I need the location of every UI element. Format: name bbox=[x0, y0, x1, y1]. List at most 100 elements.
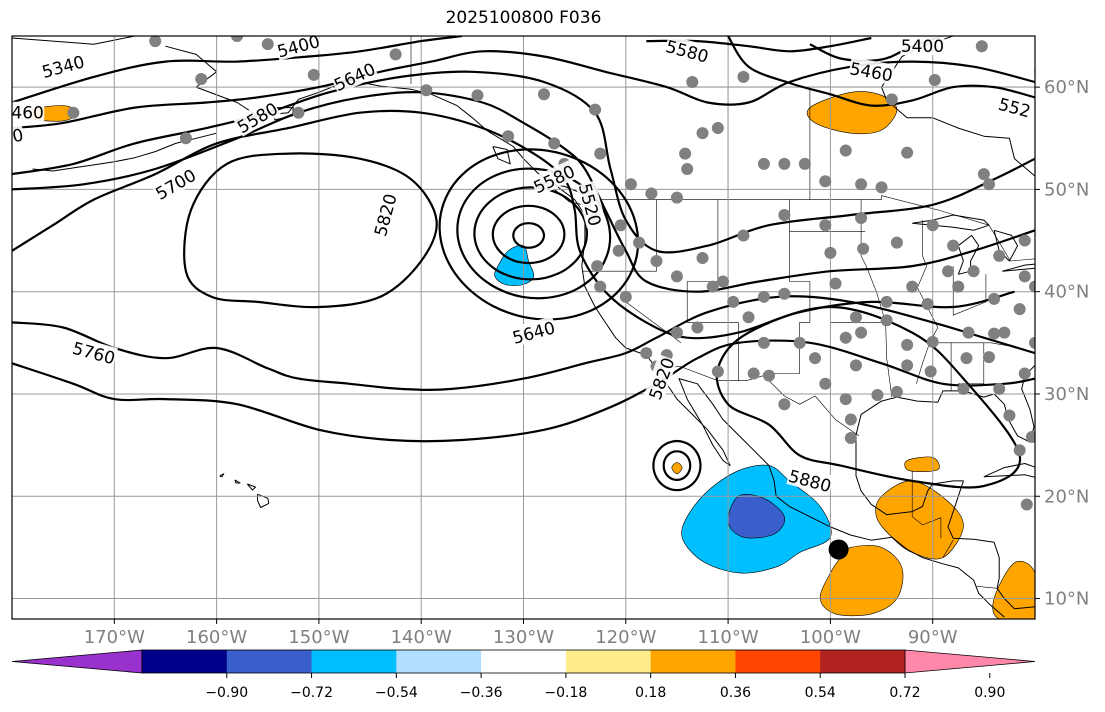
station-dot bbox=[1029, 336, 1035, 349]
coastlines bbox=[12, 36, 1035, 618]
station-dot bbox=[921, 297, 934, 310]
colorbar: −0.90 −0.72 −0.54 −0.36 −0.18 0.18 0.36 0.54 0.7… bbox=[11, 649, 1036, 701]
station-dot bbox=[924, 365, 937, 378]
border-16 bbox=[952, 266, 987, 316]
lat-label: 30°N bbox=[1044, 384, 1089, 405]
lon-label: 170°W bbox=[84, 627, 145, 648]
station-dot bbox=[819, 175, 832, 188]
station-dot bbox=[871, 389, 884, 402]
colorbar-segment bbox=[311, 650, 397, 673]
contour-label: 5400 bbox=[900, 36, 945, 57]
station-dot bbox=[670, 270, 683, 283]
station-dot bbox=[901, 338, 914, 351]
shade-caribbean-positive bbox=[992, 560, 1035, 619]
station-dot bbox=[591, 260, 604, 273]
contour-closed-8 bbox=[715, 305, 1021, 489]
station-dot bbox=[819, 377, 832, 390]
station-dot bbox=[67, 106, 80, 119]
border-0 bbox=[595, 195, 1035, 262]
border-10 bbox=[582, 199, 657, 272]
station-dot bbox=[857, 242, 870, 255]
station-dot bbox=[650, 255, 663, 268]
station-dot bbox=[849, 359, 862, 372]
contour-label-text: 5460 bbox=[1, 104, 44, 124]
station-dot bbox=[711, 122, 724, 135]
station-dot bbox=[988, 327, 1001, 340]
contour-label: 5820 bbox=[369, 190, 402, 239]
station-dot bbox=[952, 280, 965, 293]
contour-label: 5520 bbox=[12, 123, 25, 153]
contour-closed-2 bbox=[473, 186, 588, 281]
colorbar-segment bbox=[481, 650, 567, 673]
lon-label: 150°W bbox=[288, 627, 349, 648]
station-dot bbox=[589, 103, 602, 116]
station-dot bbox=[988, 292, 1001, 305]
station-dot bbox=[982, 351, 995, 364]
station-dot bbox=[594, 280, 607, 293]
station-dot bbox=[389, 48, 402, 61]
colorbar-segment bbox=[820, 650, 906, 673]
station-dot bbox=[855, 178, 868, 191]
station-dot bbox=[1013, 303, 1026, 316]
shade-baja-positive bbox=[671, 462, 683, 475]
colorbar-extend-low bbox=[11, 649, 143, 674]
station-dot bbox=[977, 168, 990, 181]
station-dot bbox=[548, 137, 561, 150]
contour-label: 5820 bbox=[643, 354, 679, 403]
station-dot bbox=[696, 127, 709, 140]
station-dot bbox=[844, 413, 857, 426]
colorbar-tick-label: −0.18 bbox=[544, 685, 587, 701]
station-dot bbox=[942, 265, 955, 278]
colorbar-segment bbox=[226, 650, 313, 673]
station-dot bbox=[670, 326, 683, 339]
coastline-1 bbox=[855, 434, 1035, 610]
station-dot bbox=[711, 365, 724, 378]
station-dot bbox=[1018, 270, 1031, 283]
station-dot bbox=[890, 236, 903, 249]
contour-closed-5 bbox=[662, 450, 692, 481]
marker-dot bbox=[828, 539, 849, 560]
lon-label: 130°W bbox=[493, 627, 554, 648]
station-dot bbox=[1034, 68, 1035, 75]
station-dot bbox=[901, 359, 914, 372]
colorbar-tick-label: −0.72 bbox=[290, 685, 333, 701]
station-dot bbox=[691, 321, 704, 334]
station-dot bbox=[763, 369, 776, 382]
coastline-8 bbox=[993, 229, 1019, 262]
station-dot bbox=[706, 280, 719, 293]
station-dot bbox=[747, 367, 760, 380]
lat-label: 50°N bbox=[1044, 179, 1089, 200]
colorbar-frame bbox=[141, 649, 906, 674]
station-dot bbox=[757, 336, 770, 349]
border-19 bbox=[932, 342, 1015, 348]
station-dot bbox=[612, 244, 625, 257]
contour-label: 5580 bbox=[232, 97, 282, 138]
lon-label: 120°W bbox=[595, 627, 656, 648]
contour-label-text: 5760 bbox=[70, 339, 117, 370]
colorbar-segment bbox=[650, 650, 736, 673]
station-dot bbox=[757, 290, 770, 303]
contour-label-text: 5400 bbox=[901, 37, 944, 57]
station-dot bbox=[778, 157, 791, 170]
station-dot bbox=[839, 331, 852, 344]
station-dot bbox=[502, 130, 515, 143]
station-dot bbox=[231, 36, 244, 42]
station-dot bbox=[798, 157, 811, 170]
station-dot bbox=[1049, 322, 1061, 334]
lon-label: 110°W bbox=[698, 627, 759, 648]
station-dot bbox=[716, 275, 729, 288]
station-dot bbox=[849, 311, 862, 324]
station-dot bbox=[727, 295, 740, 308]
colorbar-segment bbox=[142, 650, 228, 673]
station-dot bbox=[619, 290, 632, 303]
station-dot bbox=[960, 352, 973, 365]
station-dot bbox=[737, 229, 750, 242]
station-dot bbox=[307, 68, 320, 81]
station-dot bbox=[179, 132, 192, 145]
colorbar-tick-label: 0.18 bbox=[635, 685, 666, 701]
station-dot bbox=[982, 178, 995, 191]
station-dot bbox=[1020, 498, 1033, 511]
station-dot bbox=[614, 219, 627, 232]
coastline-6 bbox=[912, 214, 990, 231]
